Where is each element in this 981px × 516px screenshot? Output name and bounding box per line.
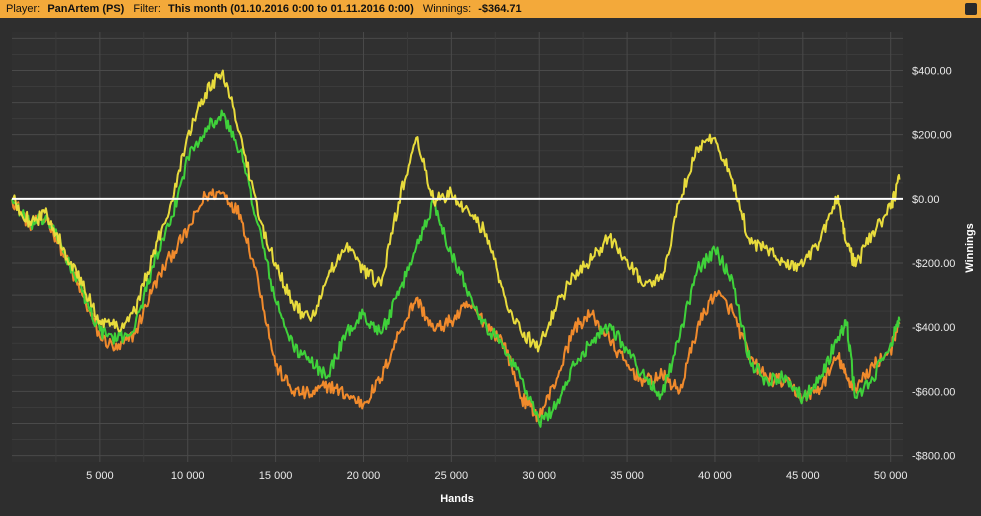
y-tick-label: $400.00 (912, 66, 952, 78)
winnings-value: -$364.71 (478, 3, 522, 15)
y-tick-label: -$400.00 (912, 322, 955, 334)
y-tick-label: -$200.00 (912, 258, 955, 270)
x-tick-label: 20 000 (347, 470, 381, 482)
x-tick-label: 30 000 (522, 470, 556, 482)
y-tick-label: -$800.00 (912, 451, 955, 463)
y-tick-label: $0.00 (912, 194, 940, 206)
series-line-3 (11, 69, 901, 353)
player-label: Player: (6, 3, 41, 15)
winnings-chart: $400.00 $200.00 $0.00 -$200.00 -$400.00 -$600… (11, 32, 976, 505)
y-tick-label: -$600.00 (912, 386, 955, 398)
x-tick-label: 35 000 (610, 470, 644, 482)
x-tick-label: 45 000 (786, 470, 820, 482)
y-tick-label: $200.00 (912, 130, 952, 142)
x-axis-title: Hands (440, 493, 474, 505)
grid-lines (12, 32, 903, 462)
player-value: PanArtem (PS) (47, 3, 125, 15)
series-line-1 (11, 188, 901, 423)
winnings-label: Winnings: (422, 3, 472, 15)
x-tick-label: 10 000 (171, 470, 205, 482)
title-bar: Player: PanArtem (PS) Filter: This month… (0, 0, 981, 18)
filter-label: Filter: (133, 3, 161, 15)
close-button[interactable] (965, 3, 977, 15)
x-tick-label: 40 000 (698, 470, 732, 482)
series-line-2 (11, 109, 901, 428)
y-axis-title: Winnings (964, 223, 976, 272)
x-tick-label: 25 000 (435, 470, 469, 482)
x-tick-label: 5 000 (86, 470, 114, 482)
x-tick-label: 15 000 (259, 470, 293, 482)
filter-value: This month (01.10.2016 0:00 to 01.11.201… (167, 3, 414, 15)
x-tick-label: 50 000 (874, 470, 908, 482)
axis-layer: $400.00 $200.00 $0.00 -$200.00 -$400.00 -$600… (86, 66, 955, 482)
series-layer (11, 69, 903, 428)
